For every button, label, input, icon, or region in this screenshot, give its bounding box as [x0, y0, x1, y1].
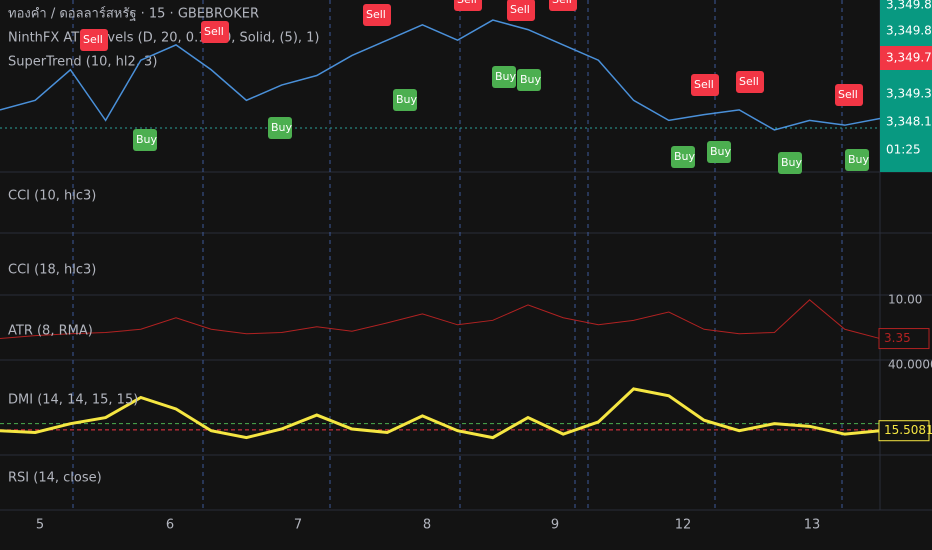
signal-label: Sell [457, 0, 477, 6]
time-label: 12 [675, 518, 692, 533]
signal-badge [778, 152, 802, 174]
signal-label: Sell [510, 3, 530, 16]
signal-badge [549, 0, 577, 11]
last-value-box [878, 420, 930, 442]
signal-label: Sell [204, 25, 224, 38]
signal-badge [201, 21, 229, 43]
signal-label: Buy [781, 156, 803, 169]
signal-label: Buy [848, 153, 870, 166]
signal-badge [363, 4, 391, 26]
pane-label: ATR (8, RMA) [8, 324, 93, 339]
signal-badge [671, 146, 695, 168]
time-label: 5 [36, 518, 44, 533]
pane-separators [0, 0, 932, 511]
time-label: 8 [423, 518, 431, 533]
signal-badge [691, 74, 719, 96]
signal-badge [133, 129, 157, 151]
signal-label: Sell [739, 75, 759, 88]
price-label: 3,349.35 [886, 87, 932, 101]
signal-badge [835, 84, 863, 106]
series-line [0, 299, 881, 340]
signal-label: Sell [552, 0, 572, 6]
scale-top: 10.00 [888, 293, 922, 307]
signal-badge [507, 0, 535, 21]
signal-label: Buy [271, 121, 293, 134]
price-label: 3,348.10 [886, 115, 932, 129]
signal-label: Sell [83, 33, 103, 46]
pane-label: RSI (14, close) [8, 471, 102, 486]
signal-label: Sell [838, 88, 858, 101]
signal-label: Buy [495, 70, 517, 83]
price-label: 01:25 [886, 143, 921, 157]
signal-badge [736, 71, 764, 93]
signal-badge [454, 0, 482, 11]
last-value: 3.35 [884, 331, 911, 345]
series-line [0, 387, 881, 440]
last-value: 15.5081 [884, 423, 932, 437]
time-label: 6 [166, 518, 174, 533]
signal-badge [268, 117, 292, 139]
signal-badge [393, 89, 417, 111]
price-label: 3,349.77 [886, 51, 932, 65]
signal-label: Buy [674, 150, 696, 163]
time-label: 13 [804, 518, 821, 533]
signal-label: Buy [710, 145, 732, 158]
series-line [0, 19, 881, 131]
scale-top: 40.0000 [888, 358, 932, 372]
price-label: 3,349.81 [886, 24, 932, 38]
signal-label: Sell [366, 8, 386, 21]
pane-label: DMI (14, 14, 15, 15) [8, 393, 138, 408]
last-value-box [878, 328, 930, 350]
price-label: 3,349.86 [886, 0, 932, 12]
signal-label: Buy [396, 93, 418, 106]
time-label: 7 [294, 518, 302, 533]
price-scale-bg [880, 0, 932, 172]
signal-badge [492, 66, 516, 88]
signal-badge [707, 141, 731, 163]
time-label: 9 [551, 518, 559, 533]
signal-label: Buy [136, 133, 158, 146]
indicator: NinthFX ATR Levels (D, 20, 0.1, 70, Soli… [8, 31, 320, 46]
price-tag [880, 46, 932, 70]
signal-badge [80, 29, 108, 51]
pane-label: CCI (10, hlc3) [8, 189, 96, 204]
signal-badge [517, 69, 541, 91]
signal-label: Sell [694, 78, 714, 91]
signal-label: Buy [520, 73, 542, 86]
pane-label: CCI (18, hlc3) [8, 263, 96, 278]
signal-badge [845, 149, 869, 171]
indicator: SuperTrend (10, hl2, 3) [8, 55, 157, 70]
symbol: ทองคำ / ดอลลาร์สหรัฐ · 15 · GBEBROKER [8, 6, 259, 22]
